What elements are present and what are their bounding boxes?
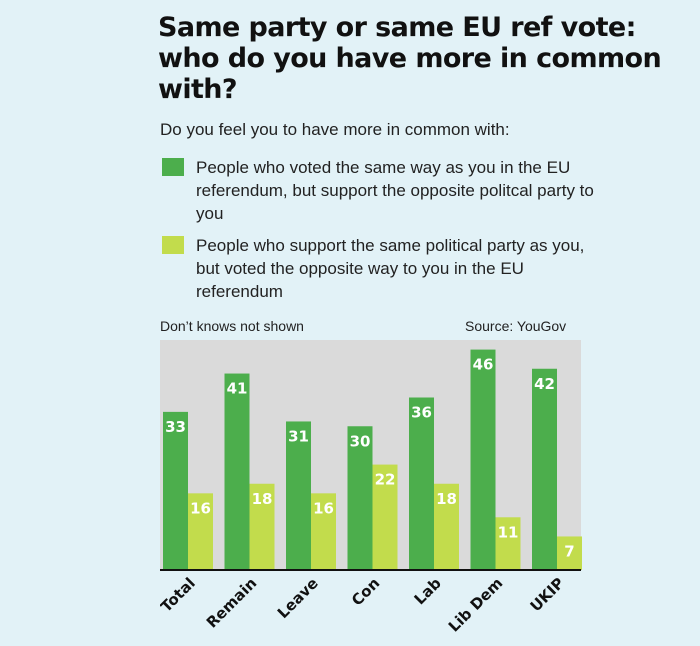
bar-leave-series-2 <box>311 493 336 570</box>
bar-leave-series-1 <box>286 421 311 570</box>
category-label-ukip: UKIP <box>527 574 568 615</box>
data-label-lab-series-2: 18 <box>436 490 457 508</box>
chart-title: Same party or same EU ref vote: who do y… <box>158 12 662 105</box>
source-note: Source: YouGov <box>465 318 567 334</box>
bar-lab-series-2 <box>434 483 459 570</box>
chart-subtitle: Do you feel you to have more in common w… <box>160 120 510 139</box>
data-label-total-series-1: 33 <box>165 418 186 436</box>
bar-ukip-series-2 <box>557 536 582 570</box>
category-label-leave: Leave <box>274 574 322 622</box>
dont-knows-note: Don’t knows not shown <box>160 318 304 334</box>
data-label-leave-series-1: 31 <box>288 427 309 445</box>
bar-lab-series-1 <box>409 397 434 570</box>
data-label-ukip-series-1: 42 <box>534 375 555 393</box>
bar-lib-dem-series-1 <box>470 349 496 570</box>
category-label-lib-dem: Lib Dem <box>445 574 506 635</box>
category-label-remain: Remain <box>203 574 260 631</box>
bar-total-series-2 <box>188 493 213 570</box>
data-label-lib-dem-series-2: 11 <box>498 523 519 541</box>
legend-swatch-same-party <box>162 236 184 254</box>
legend-label-same-party: People who support the same political pa… <box>196 236 585 301</box>
bar-total-series-1 <box>163 411 188 570</box>
bar-lib-dem-series-2 <box>495 517 521 570</box>
bar-con-series-1 <box>347 426 373 570</box>
legend-swatch-same-vote <box>162 158 184 176</box>
bar-con-series-2 <box>372 464 398 570</box>
data-label-remain-series-2: 18 <box>252 490 273 508</box>
data-label-con-series-2: 22 <box>375 471 396 489</box>
data-label-leave-series-2: 16 <box>313 499 334 517</box>
legend-label-same-vote: People who voted the same way as you in … <box>196 158 594 223</box>
bar-chart: 33 16 Total 41 18 Remain 31 16 Leave 30 22 Con 36 18 L… <box>160 340 582 636</box>
data-label-lab-series-1: 36 <box>411 404 432 422</box>
bar-ukip-series-1 <box>532 368 557 570</box>
category-label-lab: Lab <box>411 574 445 608</box>
data-label-ukip-series-2: 7 <box>564 542 574 560</box>
data-label-lib-dem-series-1: 46 <box>473 356 494 374</box>
data-label-con-series-1: 30 <box>350 432 371 450</box>
category-label-con: Con <box>348 574 383 609</box>
category-label-total: Total <box>160 574 199 616</box>
data-label-remain-series-1: 41 <box>227 380 248 398</box>
data-label-total-series-2: 16 <box>190 499 211 517</box>
bar-remain-series-2 <box>249 483 275 570</box>
bar-remain-series-1 <box>224 373 250 570</box>
